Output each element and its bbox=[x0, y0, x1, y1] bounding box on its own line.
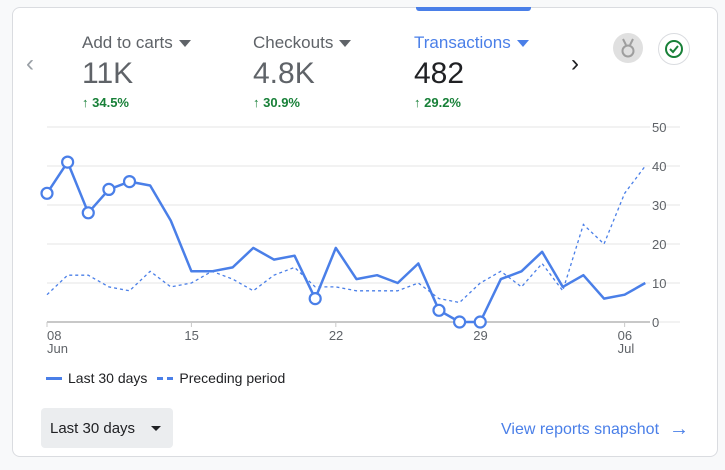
x-tick-label: 29 bbox=[473, 328, 487, 343]
check-circle-icon[interactable] bbox=[658, 33, 690, 65]
arrow-up-icon: ↑ bbox=[82, 95, 89, 110]
anomaly-point bbox=[453, 315, 467, 329]
arrow-right-icon: → bbox=[669, 418, 690, 440]
metric-label: Add to carts bbox=[82, 33, 173, 52]
chevron-left-icon[interactable]: ‹ bbox=[26, 50, 34, 77]
y-tick-label: 20 bbox=[652, 237, 666, 252]
metric-label: Checkouts bbox=[253, 33, 334, 52]
x-tick-month: Jun bbox=[47, 341, 68, 356]
y-tick-label: 10 bbox=[652, 276, 666, 291]
metric-change: ↑ 30.9% bbox=[253, 95, 300, 110]
caret-down-icon bbox=[516, 39, 529, 47]
transactions-card bbox=[12, 7, 718, 457]
active-tab-indicator bbox=[416, 7, 531, 11]
view-reports-snapshot-link[interactable]: View reports snapshot → bbox=[501, 418, 689, 441]
anomaly-point bbox=[102, 182, 116, 196]
metric-label: Transactions bbox=[414, 33, 511, 52]
caret-down-icon bbox=[339, 39, 352, 47]
metric-add-to-carts[interactable]: Add to carts 11K ↑ 34.5% bbox=[82, 33, 191, 110]
date-range-label: Last 30 days bbox=[50, 419, 136, 437]
legend-dashed-swatch bbox=[157, 376, 174, 380]
arrow-up-icon: ↑ bbox=[253, 95, 260, 110]
chart-legend: Last 30 days Preceding period bbox=[46, 370, 285, 386]
x-tick-month: Jul bbox=[618, 341, 635, 356]
metric-change: ↑ 34.5% bbox=[82, 95, 129, 110]
anomaly-point bbox=[308, 292, 322, 306]
metric-value: 4.8K bbox=[253, 57, 315, 90]
anomaly-point bbox=[122, 175, 137, 189]
caret-down-icon bbox=[178, 39, 191, 47]
date-range-dropdown[interactable]: Last 30 days bbox=[41, 408, 173, 448]
preceding-period-line bbox=[46, 165, 646, 304]
metric-transactions[interactable]: Transactions 482 ↑ 29.2% bbox=[414, 33, 529, 110]
anomaly-point bbox=[432, 303, 446, 317]
medal-icon[interactable] bbox=[613, 33, 643, 63]
y-tick-label: 50 bbox=[652, 120, 666, 135]
y-tick-label: 0 bbox=[652, 315, 659, 330]
anomaly-point bbox=[61, 155, 75, 169]
x-tick-label: 22 bbox=[329, 328, 343, 343]
x-tick-label: 08 bbox=[47, 328, 61, 343]
metric-checkouts[interactable]: Checkouts 4.8K ↑ 30.9% bbox=[253, 33, 352, 110]
anomaly-point bbox=[40, 186, 54, 200]
metric-change: ↑ 29.2% bbox=[414, 95, 461, 110]
y-tick-label: 40 bbox=[652, 159, 666, 174]
chevron-right-icon[interactable]: › bbox=[571, 50, 579, 77]
y-tick-label: 30 bbox=[652, 198, 666, 213]
last-30-days-line bbox=[45, 160, 646, 324]
x-tick-label: 06 bbox=[618, 328, 632, 343]
legend-last-30-days: Last 30 days bbox=[68, 370, 148, 386]
anomaly-point bbox=[473, 315, 487, 329]
link-label: View reports snapshot bbox=[501, 420, 660, 438]
legend-solid-swatch bbox=[46, 376, 62, 380]
metric-value: 482 bbox=[414, 57, 465, 90]
legend-preceding-period: Preceding period bbox=[179, 370, 286, 386]
x-tick-label: 15 bbox=[184, 328, 198, 343]
metric-value: 11K bbox=[82, 57, 134, 90]
arrow-up-icon: ↑ bbox=[414, 95, 421, 110]
caret-down-icon bbox=[151, 425, 162, 431]
anomaly-point bbox=[81, 206, 95, 220]
